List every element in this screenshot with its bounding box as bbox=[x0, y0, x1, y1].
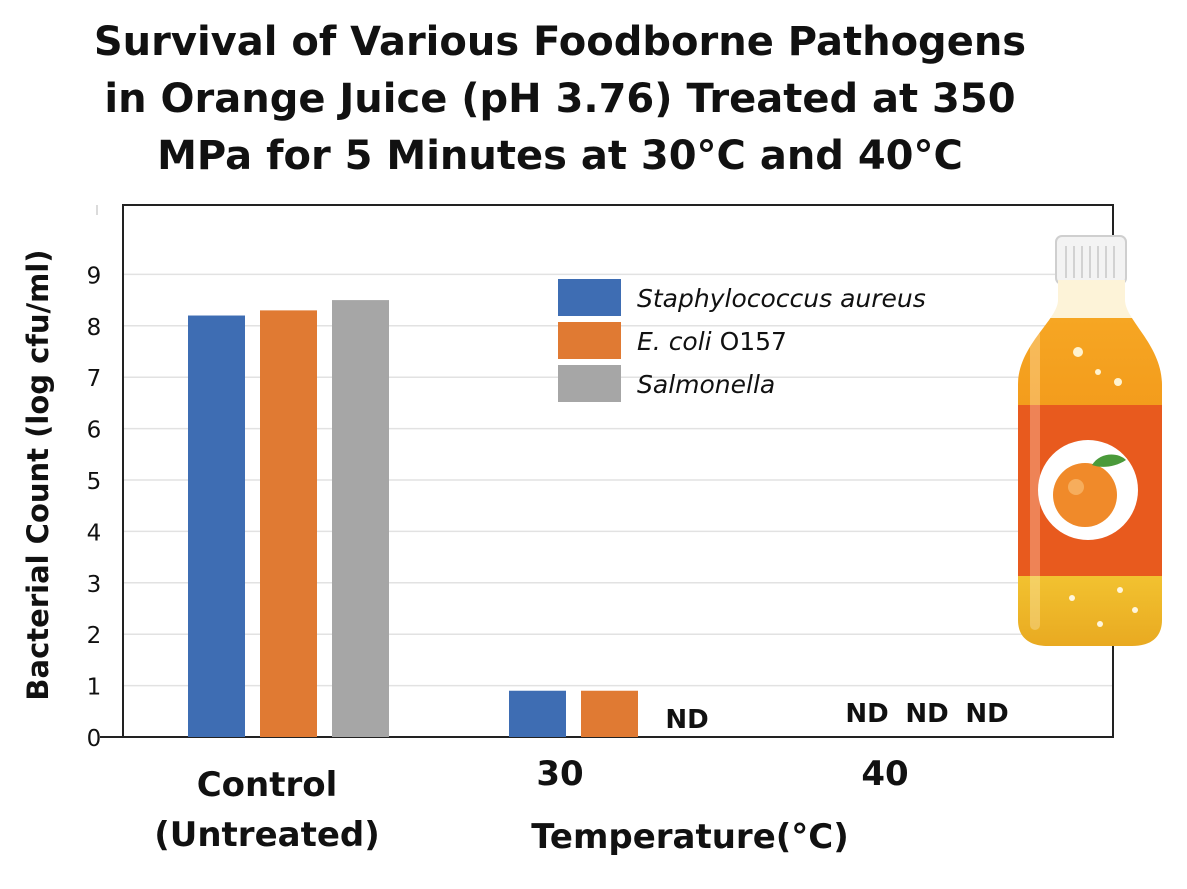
legend-swatch bbox=[558, 365, 621, 402]
nd-labels: ND ND ND ND bbox=[665, 699, 1008, 735]
y-tick-label: 8 bbox=[87, 315, 102, 341]
chart-title: Survival of Various Foodborne Pathogens i… bbox=[94, 19, 1026, 179]
y-tick-label: 9 bbox=[87, 263, 102, 289]
y-tick-label: 7 bbox=[87, 366, 102, 392]
nd-label: ND bbox=[965, 699, 1008, 729]
bar bbox=[581, 690, 638, 737]
x-axis-categories: Control (Untreated) 30 40 bbox=[154, 754, 908, 855]
y-tick-label: 0 bbox=[87, 726, 102, 752]
orange-juice-bottle-icon bbox=[1018, 235, 1162, 646]
nd-label: ND bbox=[905, 699, 948, 729]
x-axis-label: Temperature(°C) bbox=[531, 817, 849, 857]
legend-label: Staphylococcus aureus bbox=[637, 284, 926, 313]
chart-title-line: MPa for 5 Minutes at 30°C and 40°C bbox=[157, 133, 963, 179]
nd-label: ND bbox=[845, 699, 888, 729]
legend-label: Salmonella bbox=[637, 370, 775, 399]
legend-swatch bbox=[558, 279, 621, 316]
gridlines bbox=[96, 205, 1113, 687]
category-label: Control bbox=[197, 765, 338, 805]
category-label: 40 bbox=[861, 754, 908, 794]
y-tick-label: 3 bbox=[87, 572, 102, 598]
y-tick-label: 4 bbox=[87, 520, 102, 546]
chart-title-line: in Orange Juice (pH 3.76) Treated at 350 bbox=[104, 76, 1015, 122]
bar bbox=[188, 315, 245, 737]
y-tick-label: 6 bbox=[87, 418, 102, 444]
bars bbox=[188, 300, 638, 737]
chart-title-line: Survival of Various Foodborne Pathogens bbox=[94, 19, 1026, 65]
bar bbox=[332, 300, 389, 737]
y-axis-ticks: 0 1 2 3 4 5 6 7 8 9 bbox=[87, 263, 102, 752]
legend: Staphylococcus aureus E. coli O157 Salmone… bbox=[558, 279, 926, 402]
y-tick-label: 5 bbox=[87, 469, 102, 495]
category-label: 30 bbox=[536, 754, 583, 794]
bar bbox=[260, 310, 317, 737]
legend-label: E. coli O157 bbox=[637, 327, 787, 356]
y-axis-label: Bacterial Count (log cfu/ml) bbox=[21, 249, 55, 700]
nd-label: ND bbox=[665, 705, 708, 735]
y-tick-label: 1 bbox=[87, 675, 102, 701]
y-tick-label: 2 bbox=[87, 623, 102, 649]
category-label: (Untreated) bbox=[154, 815, 380, 855]
bar bbox=[509, 690, 566, 737]
legend-swatch bbox=[558, 322, 621, 359]
